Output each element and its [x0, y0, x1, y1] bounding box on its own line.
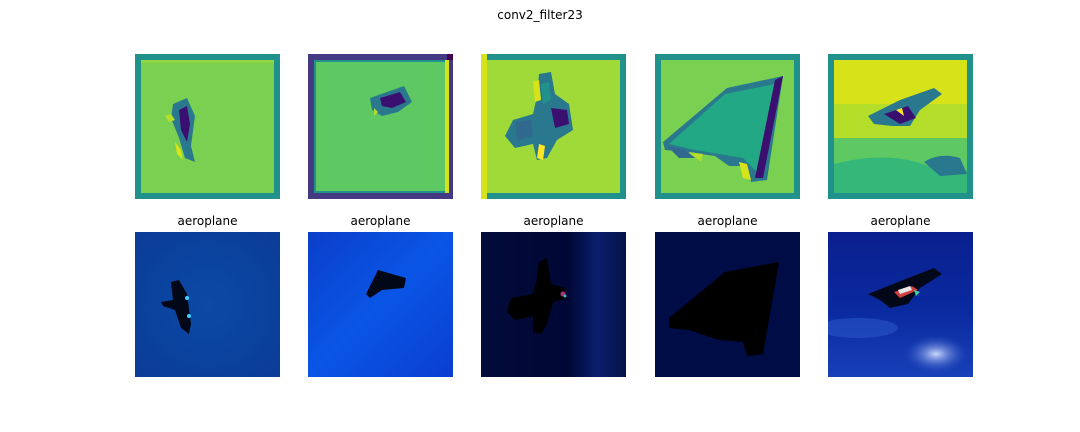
figure-title: conv2_filter23 — [497, 8, 583, 22]
feature-map-5 — [828, 54, 973, 199]
image-label-1: aeroplane — [177, 214, 238, 228]
aeroplane-image-1 — [135, 232, 280, 377]
feature-map-2 — [308, 54, 453, 199]
feature-map-3 — [481, 54, 626, 199]
feature-map-1 — [135, 54, 280, 199]
feature-map-4 — [655, 54, 800, 199]
aeroplane-image-3 — [481, 232, 626, 377]
aeroplane-image-5 — [828, 232, 973, 377]
aeroplane-image-4 — [655, 232, 800, 377]
image-label-5: aeroplane — [870, 214, 931, 228]
image-label-4: aeroplane — [697, 214, 758, 228]
aeroplane-image-2 — [308, 232, 453, 377]
image-label-2: aeroplane — [350, 214, 411, 228]
image-label-3: aeroplane — [523, 214, 584, 228]
